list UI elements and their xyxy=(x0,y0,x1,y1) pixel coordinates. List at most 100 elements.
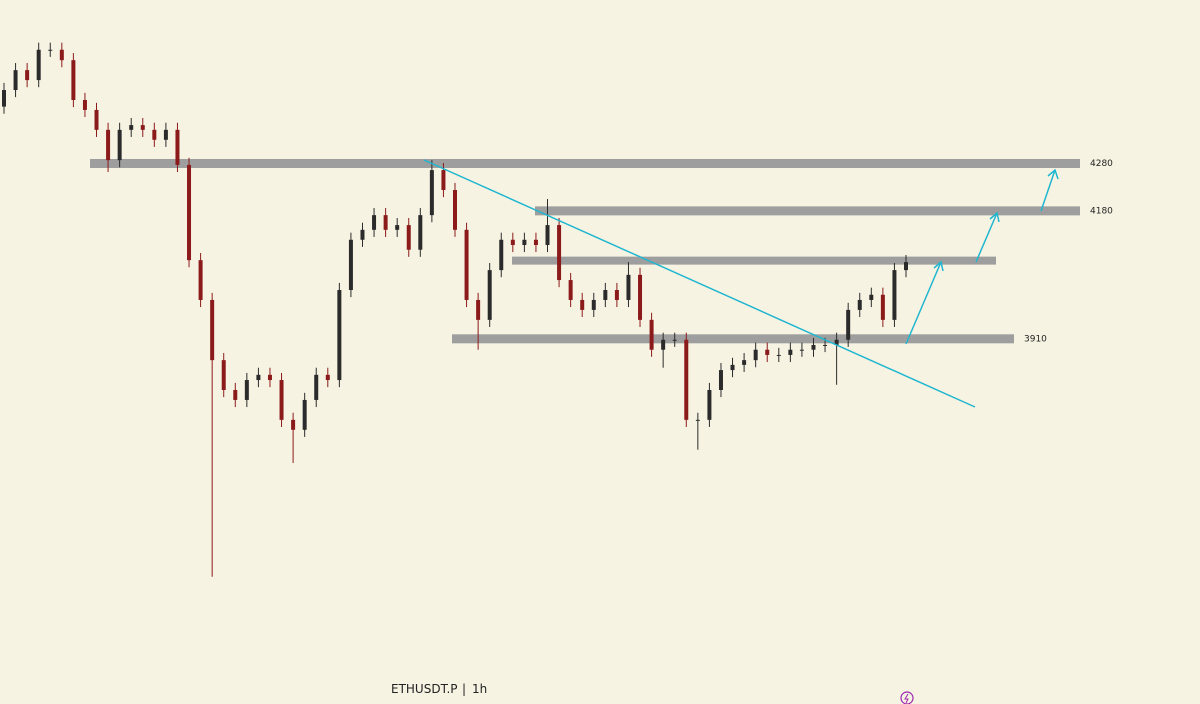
candle-body xyxy=(291,419,296,430)
levels: 4280 4180 3910 xyxy=(90,158,1113,344)
candle-body xyxy=(325,374,330,381)
candle-body xyxy=(94,109,99,130)
candles xyxy=(2,42,908,577)
candle-body xyxy=(210,299,215,361)
candle-body xyxy=(857,299,862,310)
candle-body xyxy=(129,125,134,130)
candle-body xyxy=(198,260,203,300)
candle-body xyxy=(48,49,53,51)
candle-body xyxy=(383,215,388,230)
candle-body xyxy=(406,225,411,250)
candle-body xyxy=(267,374,272,381)
candle-body xyxy=(152,129,157,140)
candle-body xyxy=(603,290,608,300)
candle-body xyxy=(360,229,365,240)
arrow xyxy=(975,212,998,263)
arrow-head xyxy=(1047,168,1059,180)
candle-body xyxy=(557,225,562,281)
candle-body xyxy=(799,349,804,351)
candle-body xyxy=(823,344,828,346)
icon xyxy=(900,691,914,704)
projection-arrows xyxy=(905,168,1059,345)
candle-body xyxy=(487,270,492,320)
interval: 1h xyxy=(472,682,487,696)
candle-body xyxy=(453,190,457,230)
icon-bolt xyxy=(904,693,909,704)
candle-body xyxy=(684,339,689,420)
candle-body xyxy=(372,215,377,230)
candle-body xyxy=(545,225,550,245)
candle-body xyxy=(117,129,122,161)
level-zone xyxy=(90,158,1080,168)
candle-body xyxy=(904,262,908,271)
separator: | xyxy=(462,682,466,696)
candle-body xyxy=(348,239,353,291)
candle-body xyxy=(244,380,249,400)
candle-body xyxy=(221,360,226,390)
candle-body xyxy=(765,349,770,355)
candle-body xyxy=(626,274,631,300)
candle-body xyxy=(869,294,874,300)
candle-body xyxy=(788,349,793,355)
candle-body xyxy=(314,374,319,400)
candle-body xyxy=(464,229,469,300)
candle-body xyxy=(441,170,446,191)
candle-body xyxy=(395,225,400,230)
level-label: 3910 xyxy=(1024,334,1047,344)
candle-body xyxy=(846,309,851,340)
candle-body xyxy=(672,339,677,341)
arrow-head xyxy=(933,260,944,272)
candle-body xyxy=(753,349,758,361)
candle-body xyxy=(256,374,261,381)
candle-body xyxy=(533,239,538,245)
candle-body xyxy=(718,370,723,390)
candle-body xyxy=(580,299,585,310)
candle-body xyxy=(742,360,747,365)
level-zone xyxy=(512,256,996,265)
arrow-head xyxy=(989,211,1000,223)
candle-body xyxy=(568,280,573,300)
candle-body xyxy=(36,49,41,81)
candle-body xyxy=(302,399,307,430)
candle-body xyxy=(187,164,192,261)
candle-body xyxy=(337,290,342,381)
candle-body xyxy=(730,364,735,371)
candle-body xyxy=(522,239,527,245)
candle-body xyxy=(429,170,434,216)
candle-body xyxy=(499,239,504,271)
level-label: 4180 xyxy=(1090,206,1113,216)
candle-body xyxy=(106,129,111,161)
candle-body xyxy=(13,70,18,91)
candle-body xyxy=(418,215,423,250)
candle-body xyxy=(880,294,885,320)
candle-body xyxy=(71,60,76,100)
symbol: ETHUSDT.P xyxy=(391,682,458,696)
candle-body xyxy=(82,99,87,110)
candle-body xyxy=(661,339,666,350)
candle-body xyxy=(892,270,897,320)
candle-body xyxy=(476,299,481,320)
candle-body xyxy=(638,274,643,320)
candle-body xyxy=(233,389,238,400)
candle-body xyxy=(510,239,515,245)
candle-body xyxy=(59,49,64,61)
candle-body xyxy=(25,70,30,81)
candle-body xyxy=(834,339,839,345)
candle-body xyxy=(649,319,654,350)
candle-body xyxy=(140,125,145,130)
candle-body xyxy=(811,344,816,350)
level-zone xyxy=(535,206,1080,216)
candle-body xyxy=(776,354,781,356)
candle-body xyxy=(279,380,284,420)
candle-body xyxy=(2,90,6,107)
arrow xyxy=(905,261,942,345)
candle-body xyxy=(591,299,596,310)
candle-body xyxy=(695,419,700,421)
candle-body xyxy=(614,290,619,300)
trend-line xyxy=(423,159,976,408)
arrow xyxy=(1040,169,1056,212)
level-zone xyxy=(452,334,1014,344)
candle-body xyxy=(175,129,180,165)
